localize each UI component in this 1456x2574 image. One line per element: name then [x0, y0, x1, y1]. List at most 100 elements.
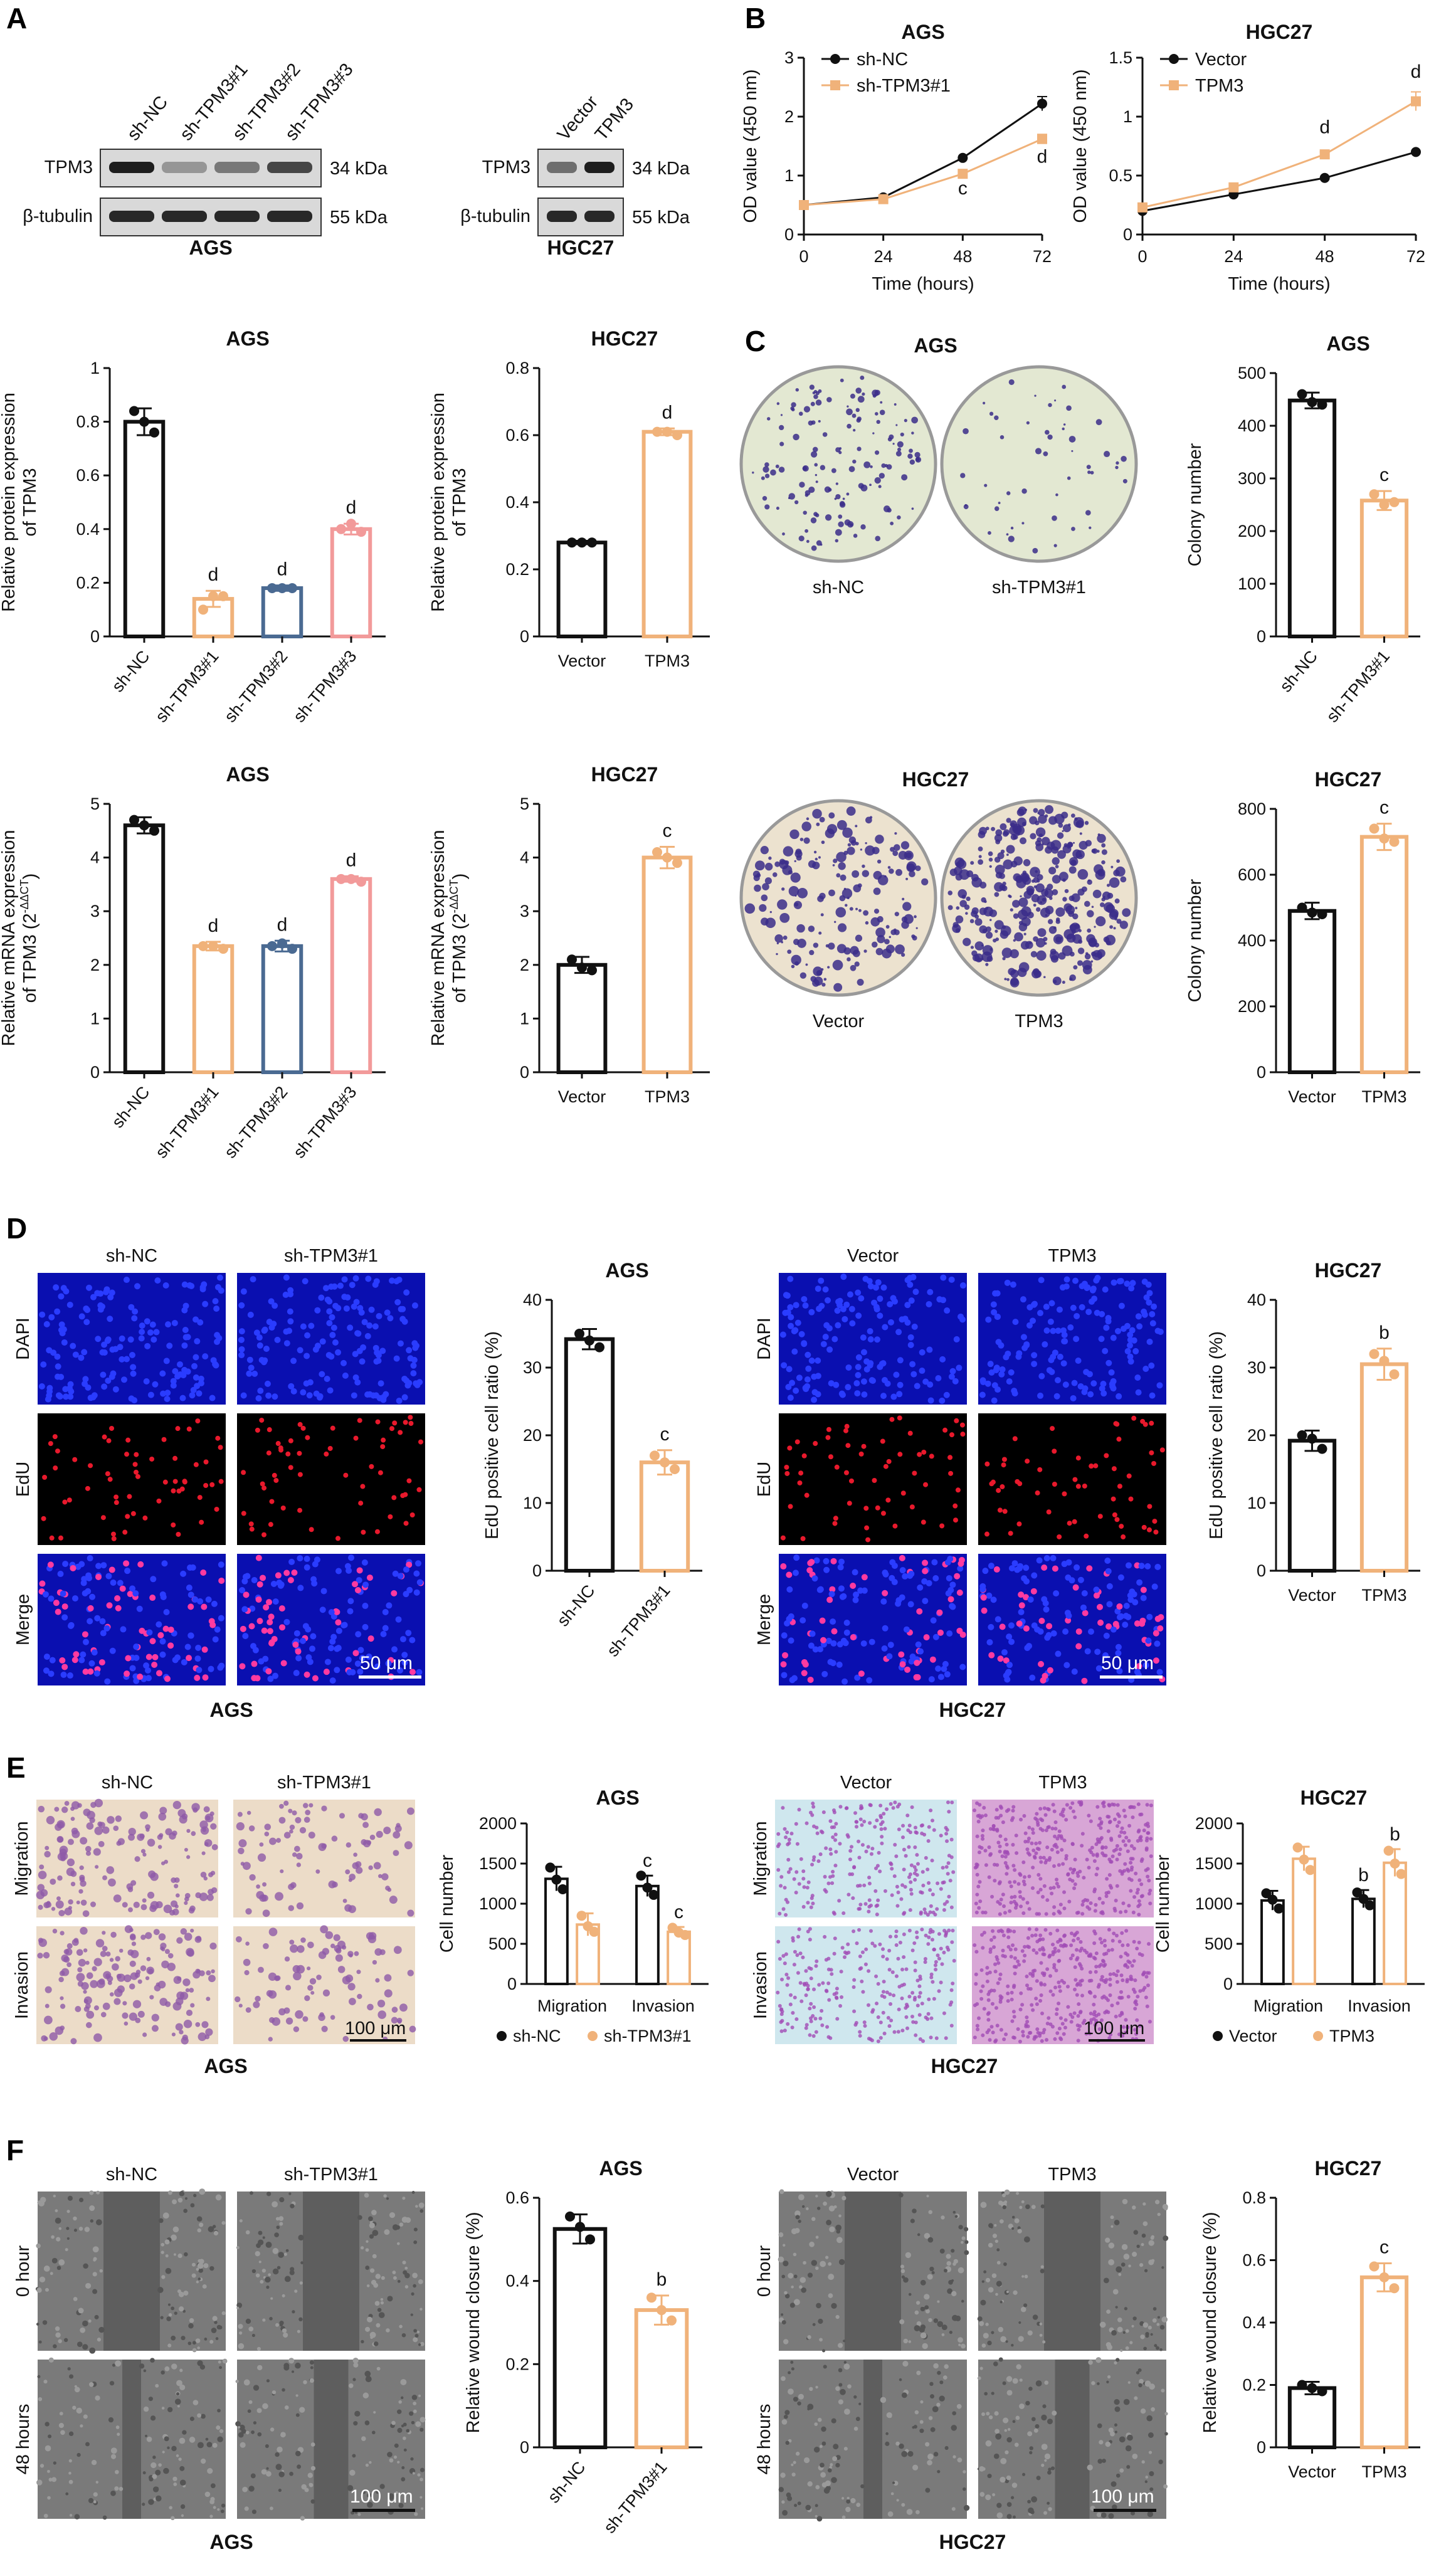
stained-cell [1130, 1865, 1134, 1870]
stained-cell [950, 1940, 954, 1944]
stained-cell [867, 1904, 872, 1909]
colony [1075, 821, 1080, 826]
colony [834, 497, 837, 500]
stained-cell [809, 2019, 813, 2023]
stained-cell [834, 1822, 838, 1826]
x-tick-label: sh-TPM3#2 [221, 1083, 292, 1162]
stained-cell [1003, 1911, 1007, 1915]
cell-nucleus [922, 1559, 929, 1566]
row-label: Invasion [12, 1951, 32, 2019]
stained-cell [1030, 1841, 1034, 1845]
cell-nucleus [268, 1640, 275, 1647]
cell-nucleus [801, 1602, 808, 1609]
cell-texture [157, 2287, 164, 2293]
stained-cell [982, 2007, 986, 2011]
cell-nucleus [43, 1321, 50, 1327]
stained-cell [278, 2008, 286, 2016]
stained-cell [926, 1912, 930, 1917]
stained-cell [944, 1932, 948, 1936]
colony [814, 463, 818, 467]
stained-cell [833, 1936, 837, 1941]
cell-nucleus [914, 1383, 921, 1390]
cell-texture [213, 2230, 219, 2236]
cell-nucleus [136, 1605, 143, 1612]
cell-nucleus [937, 1629, 944, 1636]
stained-cell [1085, 1898, 1090, 1902]
stained-cell [913, 1995, 917, 2000]
colony [1109, 877, 1120, 888]
cell-nucleus [401, 1394, 408, 1401]
stained-cell [384, 1974, 392, 1982]
stained-cell [977, 2016, 981, 2020]
stained-cell [1147, 1891, 1151, 1896]
cell-texture [191, 2262, 196, 2267]
colony [895, 424, 898, 426]
y-axis-label: EdU positive cell ratio (%) [1206, 1331, 1227, 1539]
colony [852, 870, 860, 878]
stained-cell [82, 1910, 90, 1917]
stained-cell [404, 1841, 413, 1850]
cell-nucleus [172, 1455, 178, 1461]
stained-cell [133, 1901, 140, 1908]
colony [764, 877, 772, 885]
cell-nucleus [275, 1572, 282, 1579]
stained-cell [1011, 1808, 1015, 1813]
micrograph [38, 1413, 226, 1545]
data-point [584, 1335, 594, 1346]
cell-nucleus [831, 1628, 838, 1635]
cell-nucleus [108, 1289, 115, 1296]
stained-cell [356, 1970, 361, 1975]
stained-cell [979, 1846, 984, 1850]
y-tick-label: 0 [90, 1063, 100, 1082]
stained-cell [907, 1845, 911, 1849]
stained-cell [1013, 1947, 1018, 1951]
cell-nucleus [405, 1630, 412, 1637]
stained-cell [824, 1988, 828, 1993]
colony [1000, 930, 1009, 939]
stained-cell [1062, 1890, 1067, 1894]
cell-nucleus [102, 1434, 107, 1440]
y-tick-label: 20 [523, 1426, 542, 1445]
cell-nucleus [1020, 1334, 1027, 1341]
y-tick-label: 0 [507, 1975, 517, 1993]
cell-nucleus [866, 1677, 873, 1684]
stained-cell [1001, 1892, 1005, 1897]
stained-cell [937, 1956, 941, 1961]
stained-cell [1130, 1963, 1134, 1968]
stained-cell [1091, 1853, 1095, 1857]
stained-cell [1039, 1961, 1043, 1965]
stained-cell [804, 1993, 808, 1997]
stained-cell [860, 1979, 864, 1983]
stained-cell [190, 2003, 195, 2008]
stained-cell [1099, 1941, 1104, 1945]
colony [1095, 916, 1106, 927]
colony [804, 529, 809, 533]
cell-nucleus [1055, 1327, 1062, 1334]
stained-cell [1135, 1946, 1139, 1951]
cell-nucleus [1111, 1466, 1117, 1472]
colony [855, 907, 858, 910]
cell-nucleus [1105, 1568, 1112, 1574]
cell-nucleus [91, 1649, 98, 1656]
colony [818, 419, 821, 423]
cell-nucleus [1037, 1467, 1043, 1472]
stained-cell [87, 1810, 95, 1820]
cell-nucleus [1002, 1509, 1008, 1514]
colony [1006, 853, 1009, 857]
colony [886, 464, 892, 470]
cell-nucleus [331, 1283, 338, 1290]
stained-cell [915, 1935, 919, 1939]
stained-cell [850, 1872, 855, 1876]
cell-nucleus [212, 1298, 219, 1305]
colony [754, 884, 761, 892]
stained-cell [907, 1928, 912, 1933]
stained-cell [1039, 1993, 1043, 1998]
colony [825, 828, 835, 838]
data-point [670, 1464, 680, 1474]
stained-cell [1081, 1899, 1085, 1904]
colony [794, 860, 796, 863]
stained-cell [1025, 2020, 1030, 2024]
colony [801, 821, 811, 831]
data-point [642, 1882, 653, 1893]
stained-cell [1115, 1843, 1119, 1848]
